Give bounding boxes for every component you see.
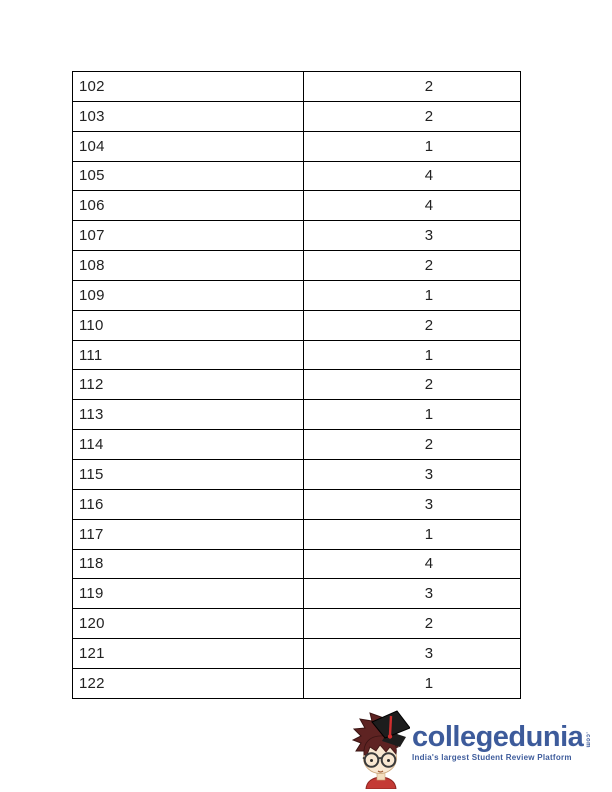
question-number-cell: 110 bbox=[72, 309, 304, 341]
table-row: 120 2 bbox=[72, 608, 521, 640]
question-number-cell: 122 bbox=[72, 667, 304, 700]
answer-cell: 2 bbox=[303, 250, 521, 281]
answer-cell: 2 bbox=[303, 100, 521, 132]
answer-cell: 2 bbox=[303, 608, 521, 640]
table-row: 117 1 bbox=[72, 518, 521, 550]
question-number-cell: 120 bbox=[72, 608, 304, 640]
question-number-cell: 105 bbox=[72, 160, 304, 192]
question-number-cell: 108 bbox=[72, 250, 304, 281]
question-number-cell: 113 bbox=[72, 399, 304, 431]
answer-cell: 1 bbox=[303, 667, 521, 700]
answer-cell: 2 bbox=[303, 71, 521, 102]
answer-cell: 1 bbox=[303, 130, 521, 162]
table-row: 114 2 bbox=[72, 429, 521, 460]
table-row: 107 3 bbox=[72, 220, 521, 252]
question-number-cell: 111 bbox=[72, 339, 304, 371]
table-row: 106 4 bbox=[72, 190, 521, 222]
answer-key-table: 102 2 103 2 104 1 105 4 106 4 107 3 108 … bbox=[72, 71, 521, 700]
table-row: 119 3 bbox=[72, 578, 521, 610]
answer-cell: 3 bbox=[303, 638, 521, 669]
table-row: 108 2 bbox=[72, 250, 521, 281]
question-number-cell: 114 bbox=[72, 429, 304, 460]
answer-table-body: 102 2 103 2 104 1 105 4 106 4 107 3 108 … bbox=[72, 71, 521, 700]
student-mascot-icon bbox=[352, 710, 410, 789]
brand-tagline: India's largest Student Review Platform bbox=[412, 753, 572, 762]
question-number-cell: 121 bbox=[72, 638, 304, 669]
logo-text-block: collegedunia .com India's largest Studen… bbox=[412, 709, 590, 762]
table-row: 110 2 bbox=[72, 309, 521, 341]
answer-cell: 3 bbox=[303, 458, 521, 490]
question-number-cell: 104 bbox=[72, 130, 304, 162]
question-number-cell: 119 bbox=[72, 578, 304, 610]
answer-cell: 1 bbox=[303, 279, 521, 311]
table-row: 121 3 bbox=[72, 638, 521, 669]
table-row: 122 1 bbox=[72, 667, 521, 700]
question-number-cell: 109 bbox=[72, 279, 304, 311]
table-row: 118 4 bbox=[72, 548, 521, 580]
question-number-cell: 106 bbox=[72, 190, 304, 222]
question-number-cell: 103 bbox=[72, 100, 304, 132]
question-number-cell: 115 bbox=[72, 458, 304, 490]
table-row: 112 2 bbox=[72, 369, 521, 401]
table-row: 104 1 bbox=[72, 130, 521, 162]
table-row: 103 2 bbox=[72, 100, 521, 132]
table-row: 115 3 bbox=[72, 458, 521, 490]
question-number-cell: 107 bbox=[72, 220, 304, 252]
answer-cell: 4 bbox=[303, 190, 521, 222]
answer-cell: 1 bbox=[303, 518, 521, 550]
table-row: 111 1 bbox=[72, 339, 521, 371]
question-number-cell: 117 bbox=[72, 518, 304, 550]
answer-cell: 2 bbox=[303, 369, 521, 401]
answer-cell: 4 bbox=[303, 160, 521, 192]
answer-cell: 4 bbox=[303, 548, 521, 580]
answer-cell: 1 bbox=[303, 399, 521, 431]
answer-cell: 3 bbox=[303, 578, 521, 610]
answer-cell: 1 bbox=[303, 339, 521, 371]
table-row: 113 1 bbox=[72, 399, 521, 431]
table-row: 109 1 bbox=[72, 279, 521, 311]
question-number-cell: 102 bbox=[72, 71, 304, 102]
table-row: 102 2 bbox=[72, 71, 521, 102]
question-number-cell: 112 bbox=[72, 369, 304, 401]
brand-suffix: .com bbox=[584, 731, 591, 748]
table-row: 105 4 bbox=[72, 160, 521, 192]
answer-cell: 3 bbox=[303, 488, 521, 520]
answer-cell: 2 bbox=[303, 429, 521, 460]
question-number-cell: 118 bbox=[72, 548, 304, 580]
collegedunia-logo: collegedunia .com India's largest Studen… bbox=[352, 709, 590, 791]
question-number-cell: 116 bbox=[72, 488, 304, 520]
brand-name: collegedunia bbox=[412, 721, 584, 753]
table-row: 116 3 bbox=[72, 488, 521, 520]
answer-cell: 3 bbox=[303, 220, 521, 252]
answer-cell: 2 bbox=[303, 309, 521, 341]
